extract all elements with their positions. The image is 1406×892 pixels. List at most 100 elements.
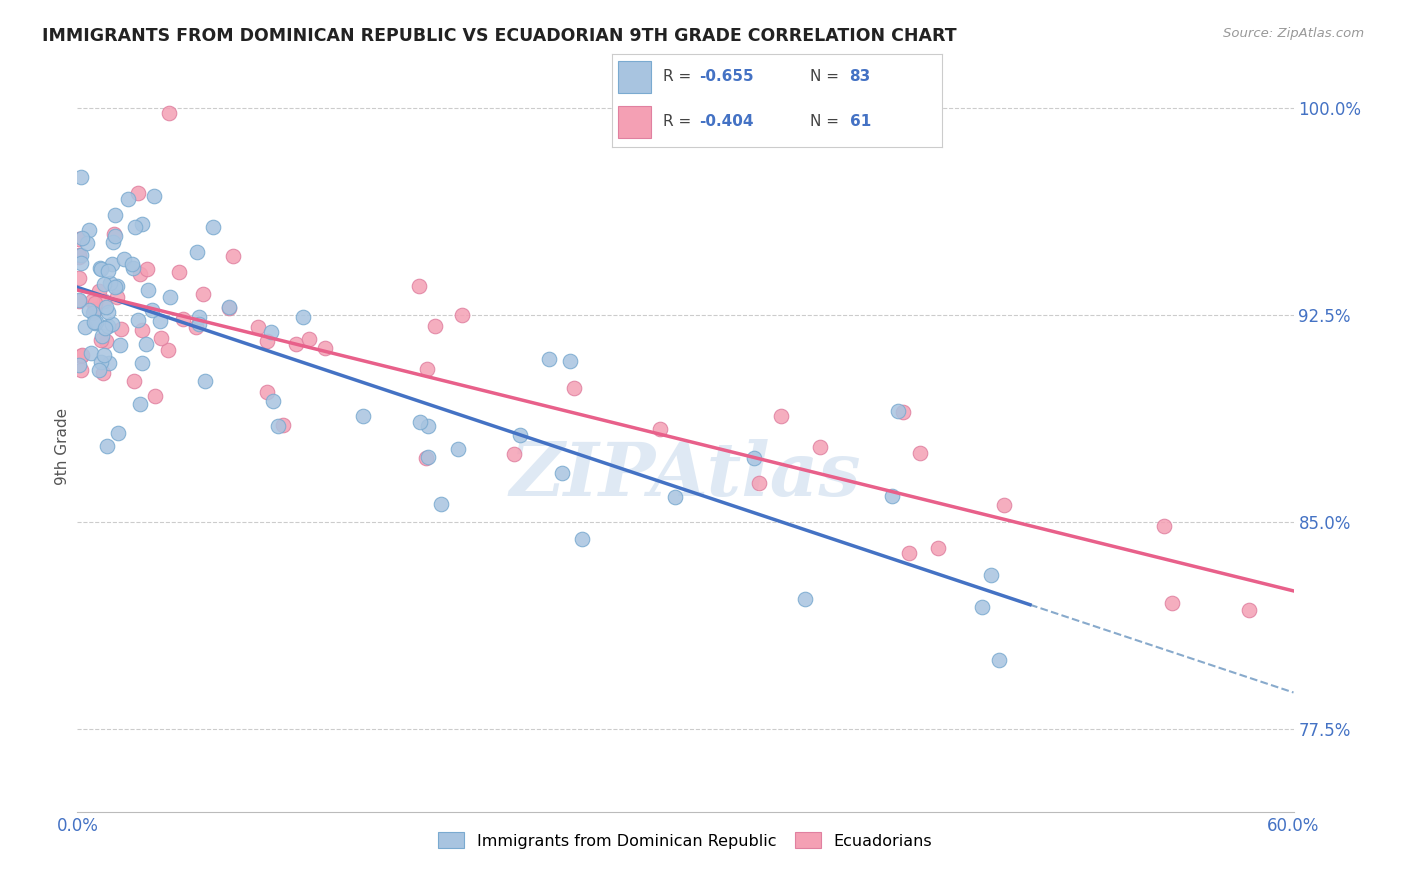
Point xyxy=(98,356,121,370)
Point xyxy=(112,252,135,266)
Point xyxy=(136,283,159,297)
Point xyxy=(67,358,90,372)
Point xyxy=(70,349,93,363)
Point xyxy=(218,301,240,316)
Point xyxy=(298,332,321,346)
Point xyxy=(143,389,166,403)
Point xyxy=(67,293,90,307)
Point xyxy=(131,356,153,370)
Point xyxy=(89,261,111,276)
Point xyxy=(98,276,121,290)
Point xyxy=(285,337,308,351)
Point xyxy=(83,304,105,318)
Point xyxy=(70,169,93,184)
Point xyxy=(91,366,114,380)
Point xyxy=(77,303,100,318)
Point xyxy=(908,445,931,459)
Point xyxy=(94,334,117,349)
Text: N =: N = xyxy=(810,70,844,85)
Point xyxy=(551,466,574,480)
Point xyxy=(94,300,117,314)
Text: N =: N = xyxy=(810,114,844,129)
Point xyxy=(117,192,139,206)
Point xyxy=(83,296,105,310)
Text: R =: R = xyxy=(662,114,696,129)
Point xyxy=(67,248,90,262)
Point xyxy=(509,427,531,442)
Point xyxy=(87,284,110,298)
Point xyxy=(352,409,374,424)
Point xyxy=(83,315,105,329)
Point xyxy=(128,267,150,281)
Point xyxy=(502,447,524,461)
Point xyxy=(184,320,207,334)
Point xyxy=(93,348,115,362)
Point xyxy=(262,393,284,408)
Point xyxy=(187,318,209,332)
Point xyxy=(70,362,93,376)
Point xyxy=(104,208,127,222)
Point xyxy=(408,279,430,293)
Point xyxy=(149,314,172,328)
Point xyxy=(256,334,278,348)
FancyBboxPatch shape xyxy=(619,106,651,138)
Text: -0.404: -0.404 xyxy=(699,114,754,129)
Point xyxy=(157,343,180,358)
Point xyxy=(141,303,163,318)
Point xyxy=(70,248,93,262)
Point xyxy=(69,256,91,270)
Point xyxy=(93,277,115,292)
Point xyxy=(415,450,437,465)
Point xyxy=(97,318,120,333)
Point xyxy=(84,302,107,317)
Point xyxy=(447,442,470,456)
Point xyxy=(314,341,336,355)
Y-axis label: 9th Grade: 9th Grade xyxy=(55,408,70,484)
Point xyxy=(1153,518,1175,533)
Point xyxy=(97,305,120,319)
Point xyxy=(571,532,593,546)
Point xyxy=(86,315,108,329)
Text: 83: 83 xyxy=(849,70,870,85)
Point xyxy=(70,231,93,245)
Point xyxy=(218,300,240,314)
Point xyxy=(89,363,111,377)
Point xyxy=(747,475,769,490)
Point xyxy=(450,308,472,322)
Point xyxy=(79,346,101,360)
Point xyxy=(124,220,146,235)
Point xyxy=(648,422,671,436)
Point xyxy=(972,599,994,614)
Point xyxy=(90,334,112,348)
Point xyxy=(96,439,118,453)
FancyBboxPatch shape xyxy=(619,61,651,93)
Point xyxy=(69,251,91,265)
Point xyxy=(110,337,132,351)
Point xyxy=(742,450,765,465)
Point xyxy=(260,325,283,339)
Point xyxy=(558,354,581,368)
Point xyxy=(188,310,211,324)
Legend: Immigrants from Dominican Republic, Ecuadorians: Immigrants from Dominican Republic, Ecua… xyxy=(432,826,939,855)
Text: ZIPAtlas: ZIPAtlas xyxy=(509,439,862,511)
Point xyxy=(94,321,117,335)
Point xyxy=(167,265,190,279)
Point xyxy=(222,249,245,263)
Point xyxy=(105,279,128,293)
Text: R =: R = xyxy=(662,70,696,85)
Point xyxy=(416,450,439,464)
Point xyxy=(988,653,1011,667)
Point xyxy=(122,260,145,275)
Point xyxy=(271,417,294,432)
Point xyxy=(143,189,166,203)
Point xyxy=(256,384,278,399)
Point xyxy=(105,290,128,304)
Point xyxy=(104,279,127,293)
Text: Source: ZipAtlas.com: Source: ZipAtlas.com xyxy=(1223,27,1364,40)
Point xyxy=(131,323,153,337)
Point xyxy=(1161,596,1184,610)
Point xyxy=(993,499,1015,513)
Point xyxy=(247,320,270,334)
Point xyxy=(100,318,122,332)
Point xyxy=(124,374,146,388)
